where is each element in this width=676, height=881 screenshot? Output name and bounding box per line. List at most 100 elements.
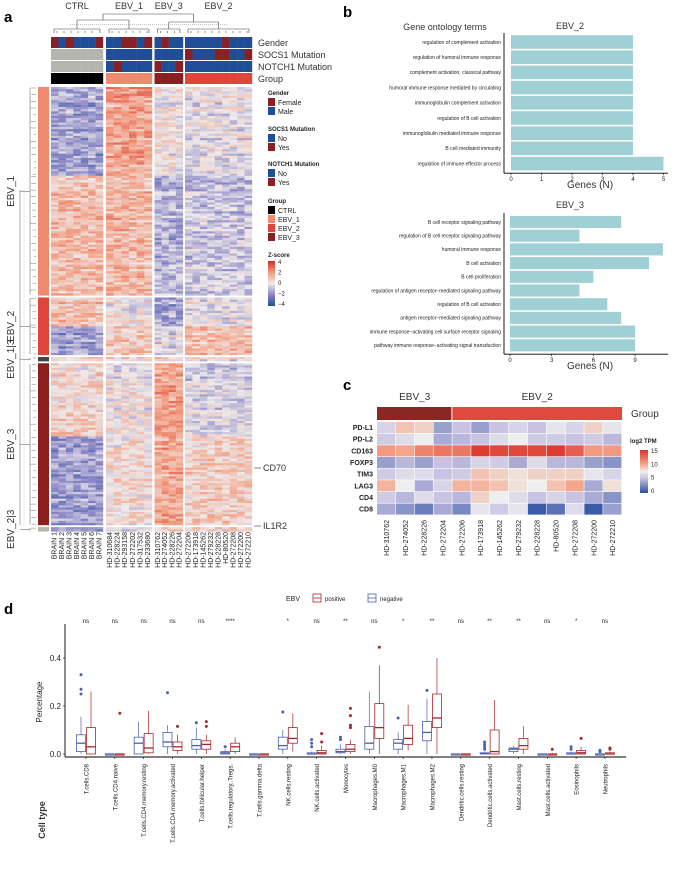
heatmap-cell	[113, 487, 122, 490]
heatmap-cell	[58, 224, 67, 228]
heatmap-cell	[106, 429, 114, 433]
heatmap-cell	[88, 195, 96, 199]
heatmap-cell	[95, 158, 104, 161]
heatmap-cell	[58, 246, 67, 250]
heatmap-cell	[113, 142, 122, 145]
heatmap-cell	[136, 277, 145, 281]
heatmap-cell	[58, 409, 67, 413]
heatmap-cell	[144, 330, 153, 334]
heatmap-cell	[222, 111, 230, 114]
heatmap-cell	[222, 231, 230, 234]
heatmap-cell	[244, 206, 253, 210]
heatmap-cell	[237, 306, 245, 309]
heatmap-cell	[73, 282, 81, 285]
heatmap-cell	[237, 237, 245, 241]
heatmap-cell	[80, 376, 89, 379]
heatmap-cell	[51, 231, 59, 234]
heatmap-cell	[113, 425, 122, 428]
heatmap-cell	[51, 171, 59, 174]
heatmap-cell	[244, 341, 253, 345]
heatmap-cell	[65, 269, 74, 272]
heatmap-cell	[229, 220, 238, 223]
heatmap-cell	[222, 474, 230, 477]
heatmap-cell	[121, 458, 130, 462]
heatmap-cell	[65, 326, 74, 329]
heatmap-cell	[65, 365, 74, 368]
heatmap-cell	[51, 202, 59, 205]
heatmap-cell	[113, 289, 122, 292]
heatmap-cell	[58, 476, 67, 479]
heatmap-cell	[51, 166, 59, 170]
heatmap-cell	[207, 407, 215, 411]
heatmap-cell	[80, 133, 89, 136]
heatmap-cell	[58, 480, 67, 484]
heatmap-cell	[113, 249, 122, 252]
heatmap-cell	[80, 440, 89, 444]
heatmap-cell	[136, 310, 145, 314]
heatmap-cell	[80, 169, 89, 172]
heatmap-cell	[199, 363, 208, 366]
heatmap-cell	[73, 149, 81, 152]
heatmap-cell	[51, 346, 59, 349]
heatmap-cell	[168, 328, 177, 331]
heatmap-cell	[58, 282, 67, 285]
heatmap-cell	[129, 102, 137, 105]
heatmap-cell	[199, 403, 208, 406]
heatmap-cell	[154, 449, 162, 453]
heatmap-cell	[95, 359, 104, 362]
heatmap-cell	[185, 400, 193, 404]
heatmap-cell	[185, 447, 193, 450]
heatmap-cell	[113, 403, 122, 406]
heatmap-cell	[244, 202, 253, 205]
heatmap-cell	[144, 381, 153, 384]
heatmap-cell	[136, 175, 145, 179]
annotation-track-label: Group	[258, 74, 283, 84]
heatmap-cell	[121, 449, 130, 453]
heatmap-cell	[144, 102, 153, 105]
heatmap-cell	[222, 135, 230, 139]
heatmap-cell	[144, 113, 153, 117]
heatmap-cell	[144, 346, 153, 349]
heatmap-cell	[237, 257, 245, 261]
heatmap-cell	[121, 222, 130, 225]
heatmap-cell	[121, 255, 130, 259]
heatmap-cell	[161, 454, 169, 457]
heatmap-cell	[65, 372, 74, 375]
heatmap-cell	[229, 350, 238, 354]
heatmap-cell	[113, 324, 122, 327]
heatmap-cell	[113, 155, 122, 159]
heatmap-cell	[237, 372, 245, 375]
heatmap-cell	[144, 369, 153, 373]
heatmap-cell	[113, 427, 122, 430]
heatmap-cell	[154, 255, 162, 259]
heatmap-cell	[95, 280, 104, 283]
heatmap-cell	[95, 138, 104, 141]
annotation-cell	[80, 61, 89, 72]
heatmap-cell	[192, 226, 201, 230]
heatmap-cell	[136, 284, 145, 287]
heatmap-cell	[113, 392, 122, 395]
heatmap-cell	[106, 126, 114, 130]
heatmap-cell	[192, 465, 201, 468]
heatmap-cell	[207, 304, 215, 307]
heatmap-cell	[113, 416, 122, 419]
heatmap-cell	[222, 153, 230, 156]
heatmap-cell	[144, 326, 153, 329]
heatmap-cell	[199, 308, 208, 311]
heatmap-cell	[222, 304, 230, 307]
heatmap-cell	[175, 260, 184, 263]
heatmap-cell	[207, 454, 215, 457]
heatmap-cell	[121, 341, 130, 345]
heatmap-cell	[185, 492, 193, 495]
heatmap-cell	[222, 443, 230, 446]
heatmap-cell	[175, 264, 184, 267]
heatmap-cell	[65, 204, 74, 208]
heatmap-cell	[214, 416, 223, 419]
heatmap-cell	[222, 447, 230, 450]
heatmap-cell	[214, 317, 223, 320]
heatmap-cell	[51, 149, 59, 152]
heatmap-cell	[161, 396, 169, 399]
heatmap-cell	[237, 191, 245, 194]
heatmap-cell	[65, 335, 74, 338]
heatmap-cell	[106, 222, 114, 225]
